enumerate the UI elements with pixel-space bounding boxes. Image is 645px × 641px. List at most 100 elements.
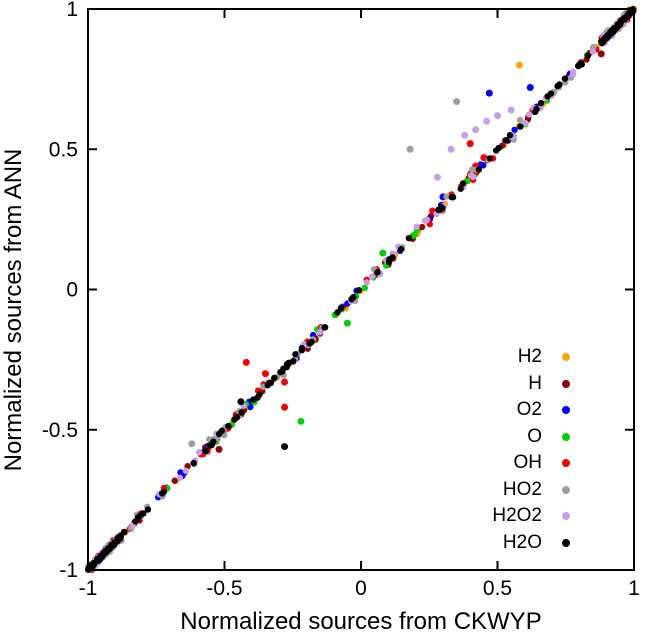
data-point: [277, 368, 284, 376]
data-point: [355, 287, 363, 294]
data-point: [435, 206, 442, 214]
data-point: [101, 549, 108, 557]
legend-item-O: O: [430, 424, 570, 451]
data-point: [495, 144, 502, 152]
data-point: [556, 81, 563, 88]
data-point: [525, 111, 533, 118]
data-point: [517, 123, 524, 130]
data-point: [418, 223, 426, 231]
legend-label: O: [527, 425, 542, 447]
data-point: [215, 430, 223, 438]
data-point: [256, 391, 263, 398]
data-point: [449, 194, 457, 201]
outlier-point: [406, 145, 414, 153]
data-point: [459, 180, 467, 187]
data-point: [389, 254, 396, 261]
data-point: [486, 155, 493, 162]
legend-label: O2: [516, 399, 542, 421]
data-point: [238, 409, 245, 416]
legend-label: HO2: [502, 478, 542, 500]
data-point: [114, 536, 122, 544]
legend-marker-dot: [562, 512, 570, 521]
data-point: [225, 422, 232, 430]
y-tick-label: 0: [66, 279, 78, 302]
data-point: [160, 488, 168, 496]
outlier-point: [261, 370, 269, 378]
x-tick-label: 1: [628, 577, 640, 600]
data-point: [547, 90, 555, 97]
data-point: [298, 347, 306, 354]
data-point: [334, 309, 341, 316]
data-point: [589, 48, 597, 55]
data-point: [290, 357, 297, 365]
data-point: [569, 71, 577, 78]
data-point: [522, 119, 529, 127]
legend-item-HO2: HO2: [430, 477, 570, 504]
outlier-point: [281, 443, 289, 451]
data-point: [195, 449, 203, 456]
outlier-point: [237, 398, 245, 406]
legend-item-H2O2: H2O2: [430, 503, 570, 530]
data-point: [284, 361, 291, 368]
data-point: [516, 116, 524, 124]
data-point: [614, 21, 622, 28]
data-point: [537, 99, 545, 107]
x-tick-label: 0.5: [483, 577, 512, 600]
data-point: [361, 284, 369, 292]
data-point: [171, 477, 178, 484]
data-point: [363, 279, 370, 286]
legend-label: H2: [517, 346, 542, 368]
outlier-point: [453, 98, 461, 106]
data-point: [89, 563, 96, 570]
data-point: [176, 474, 184, 481]
legend-label: H: [528, 372, 542, 394]
data-point: [421, 217, 429, 224]
legend-marker-dot: [562, 432, 570, 441]
x-tick-label: -1: [79, 577, 98, 600]
data-point: [506, 131, 514, 139]
data-point: [397, 245, 405, 253]
outlier-point: [472, 126, 480, 134]
data-point: [177, 469, 184, 476]
outlier-point: [447, 145, 455, 153]
data-point: [321, 324, 328, 331]
data-point: [233, 413, 241, 421]
legend-item-H2O: H2O: [430, 530, 570, 557]
y-axis-label: Normalized sources from ANN: [0, 148, 27, 472]
outlier-point: [281, 378, 289, 386]
outlier-point: [297, 417, 305, 425]
legend-label: OH: [513, 452, 543, 474]
outlier-point: [483, 117, 491, 125]
data-point: [443, 193, 450, 200]
x-tick-label: 0: [355, 577, 367, 600]
outlier-point: [242, 358, 250, 366]
data-point: [292, 351, 299, 358]
data-point: [267, 379, 275, 387]
legend-item-OH: OH: [430, 450, 570, 477]
data-point: [206, 442, 213, 449]
data-point: [374, 269, 381, 276]
outlier-point: [188, 440, 196, 448]
outlier-point: [526, 84, 534, 92]
data-point: [368, 273, 376, 280]
data-point: [533, 105, 540, 113]
outlier-point: [379, 249, 387, 257]
data-point: [348, 295, 355, 303]
data-point: [413, 223, 420, 230]
outlier-point: [343, 319, 351, 327]
data-point: [308, 338, 315, 346]
data-point: [121, 528, 128, 536]
legend-marker-dot: [562, 353, 570, 362]
outlier-point: [515, 61, 523, 69]
outlier-point: [485, 89, 493, 97]
legend-marker-dot: [562, 406, 570, 415]
legend-marker-dot: [562, 459, 570, 468]
data-point: [475, 166, 483, 173]
data-point: [182, 467, 190, 475]
data-point: [144, 506, 152, 513]
legend-label: H2O: [502, 531, 542, 553]
y-tick-label: 0.5: [49, 138, 78, 161]
series-H2O: [85, 6, 637, 573]
data-point: [457, 185, 464, 192]
legend-marker-dot: [562, 485, 570, 494]
